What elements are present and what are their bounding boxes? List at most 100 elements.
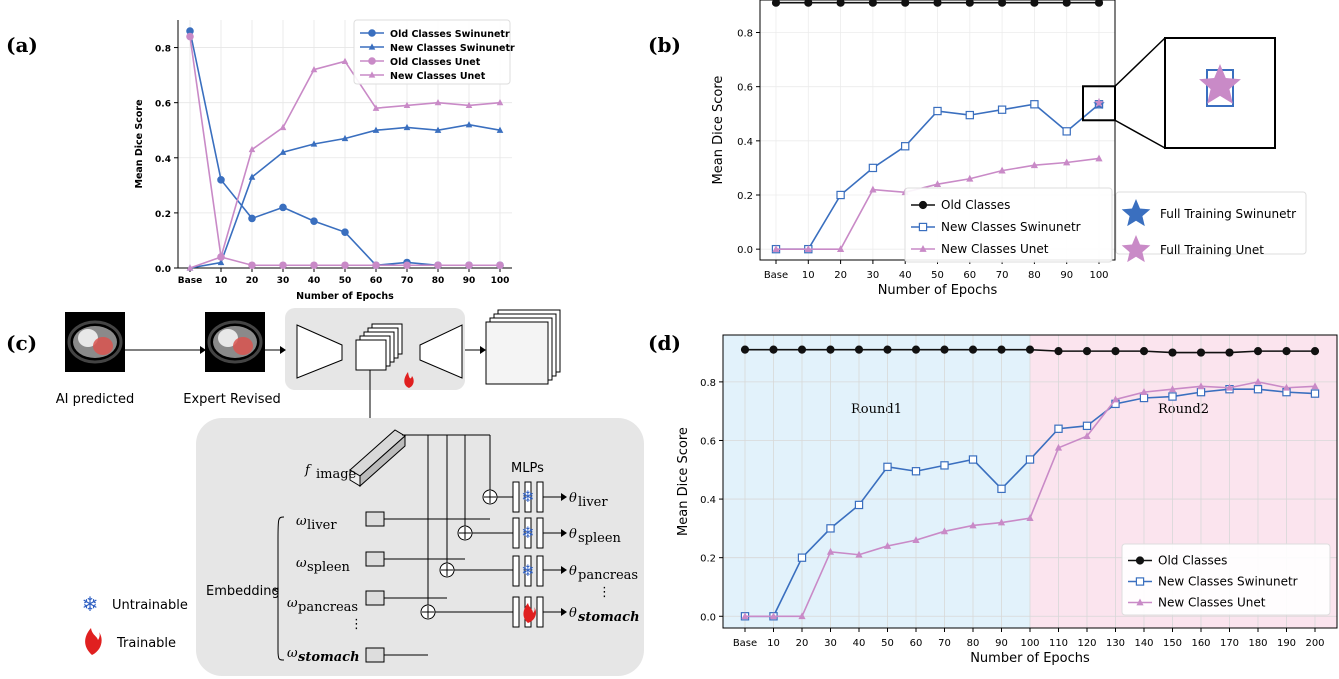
svg-text:stomach: stomach: [578, 610, 640, 625]
point-s3-0: [186, 264, 194, 271]
point-s3-7: [403, 101, 411, 109]
x-axis-label: Number of Epochs: [878, 283, 998, 298]
point-s1-1: [217, 258, 225, 266]
point-s0-5: [341, 228, 349, 236]
y-tick-label-4: 0.8: [737, 29, 753, 40]
point-s1-3: [868, 163, 878, 173]
point-s1-7: [403, 123, 411, 131]
point-s3-3: [279, 123, 287, 131]
legend-box: [1121, 543, 1331, 616]
point-s1-5: [883, 462, 892, 472]
point-s2-16: [1197, 382, 1205, 390]
point-s0-18: [1253, 347, 1263, 356]
legend-marker-0: [918, 200, 928, 210]
x-tick-label-16: 160: [1191, 638, 1210, 649]
point-s3-6: [372, 104, 380, 111]
point-s0-0: [771, 0, 781, 7]
point-s2-9: [465, 261, 473, 270]
x-tick-label-7: 70: [996, 270, 1009, 281]
point-s2-8: [434, 261, 442, 270]
panel-label-c: (c): [6, 331, 37, 355]
point-s3-4: [310, 65, 318, 73]
svg-text:⋮: ⋮: [350, 617, 363, 632]
legend-marker-2: [368, 57, 376, 65]
legend-label-1: New Classes Swinunetr: [941, 220, 1081, 234]
point-s2-11: [1054, 443, 1063, 451]
point-s2-0: [772, 245, 780, 253]
x-tick-label-5: 50: [931, 270, 944, 281]
x-tick-label-9: 90: [1060, 270, 1073, 281]
point-s2-3: [826, 547, 835, 555]
legend-box: [904, 187, 1113, 263]
point-s3-2: [248, 145, 256, 153]
point-s0-16: [1196, 348, 1206, 357]
point-s2-6: [966, 174, 974, 182]
point-s2-13: [1111, 395, 1120, 403]
y-tick-label-0: 0.0: [700, 612, 716, 623]
theta-labels: θ liver θ spleen θ pancreas θ stomach ⋮: [569, 491, 640, 625]
point-s2-2: [248, 261, 256, 270]
chart-a: 0.0 0.2 0.4 0.6 0.8 Base 10 20 30 40 50 60 70 80 90 100…: [134, 19, 515, 302]
point-s1-6: [372, 126, 380, 133]
x-tick-label-4: 40: [308, 276, 321, 286]
x-tick-label-15: 150: [1163, 638, 1182, 649]
feature-stack: [355, 323, 403, 371]
point-s1-7: [940, 461, 949, 470]
region-label-2: Round2: [1158, 402, 1209, 417]
point-s2-5: [883, 542, 892, 549]
point-s2-8: [1030, 161, 1038, 169]
legend-marker-3: [368, 71, 376, 78]
x-tick-label-2: 20: [246, 276, 259, 286]
x-tick-label-4: 40: [853, 638, 866, 649]
x-tick-label-7: 70: [401, 276, 414, 286]
point-s1-3: [826, 524, 835, 533]
point-s1-6: [965, 110, 975, 120]
y-tick-label-3: 0.6: [700, 436, 716, 447]
point-s2-8: [969, 521, 977, 529]
ai-predicted-label: AI predicted: [56, 392, 135, 407]
point-s2-17: [1225, 383, 1234, 391]
expert-revised-image: [205, 312, 265, 372]
point-s0-5: [933, 0, 942, 7]
y-tick-label-2: 0.4: [737, 137, 753, 148]
legend-marker-1: [368, 43, 376, 50]
point-s1-14: [1139, 393, 1149, 403]
x-tick-label-0: Base: [178, 276, 202, 286]
point-s1-4: [900, 142, 910, 151]
point-s0-7: [940, 345, 949, 354]
legend-box: [353, 19, 511, 85]
x-tick-label-18: 180: [1248, 638, 1267, 649]
chart-d: Round1 Round2 0.0 0.2 0.4 0.6 0.8 Base 10 20 30 40 5…: [676, 334, 1338, 666]
point-s3-8: [434, 99, 442, 106]
point-s2-7: [403, 261, 411, 270]
point-s1-12: [1082, 421, 1092, 431]
point-s2-3: [869, 185, 877, 193]
point-s1-10: [1025, 455, 1035, 464]
point-s0-2: [836, 0, 845, 7]
point-s1-15: [1168, 392, 1177, 401]
zoom-line-top: [1114, 37, 1166, 87]
point-s1-18: [1253, 385, 1263, 394]
point-s1-20: [1310, 389, 1320, 398]
svg-text:θ: θ: [569, 491, 577, 506]
x-tick-label-3: 30: [867, 270, 880, 281]
point-s0-4: [901, 0, 910, 7]
point-s2-4: [310, 261, 318, 270]
y-tick-label-3: 0.6: [737, 83, 753, 94]
svg-text:ω: ω: [287, 596, 298, 611]
point-s0-7: [998, 0, 1007, 7]
x-tick-label-6: 60: [370, 276, 383, 286]
region-label-1: Round1: [851, 402, 902, 417]
point-s2-7: [940, 527, 949, 535]
x-tick-label-19: 190: [1277, 638, 1296, 649]
x-tick-label-0: Base: [733, 638, 757, 649]
point-s1-9: [1062, 127, 1071, 136]
x-tick-label-2: 20: [796, 638, 809, 649]
legend-marker-2: [919, 245, 927, 252]
x-axis-label: Number of Epochs: [296, 291, 394, 302]
point-s2-20: [1311, 382, 1319, 390]
point-s2-9: [1063, 158, 1071, 166]
x-tick-label-9: 90: [995, 638, 1008, 649]
point-s3-1: [217, 253, 225, 260]
point-s0-10: [1094, 0, 1104, 7]
